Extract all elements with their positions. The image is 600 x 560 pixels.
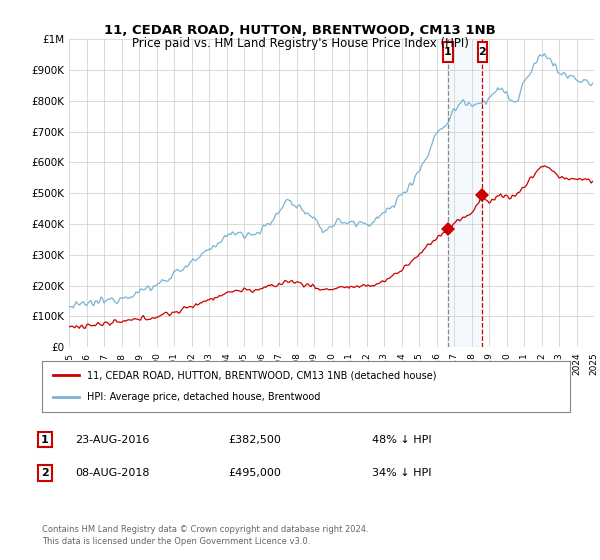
Text: HPI: Average price, detached house, Brentwood: HPI: Average price, detached house, Bren… (87, 393, 320, 403)
Text: 1: 1 (41, 435, 49, 445)
FancyBboxPatch shape (443, 43, 452, 62)
Text: Price paid vs. HM Land Registry's House Price Index (HPI): Price paid vs. HM Land Registry's House … (131, 37, 469, 50)
FancyBboxPatch shape (478, 43, 487, 62)
Text: 23-AUG-2016: 23-AUG-2016 (75, 435, 149, 445)
Text: 2: 2 (478, 47, 486, 57)
Text: £382,500: £382,500 (228, 435, 281, 445)
Text: Contains HM Land Registry data © Crown copyright and database right 2024.
This d: Contains HM Land Registry data © Crown c… (42, 525, 368, 546)
Bar (448, 39, 482, 347)
Text: 34% ↓ HPI: 34% ↓ HPI (372, 468, 431, 478)
Text: 48% ↓ HPI: 48% ↓ HPI (372, 435, 431, 445)
Text: 11, CEDAR ROAD, HUTTON, BRENTWOOD, CM13 1NB (detached house): 11, CEDAR ROAD, HUTTON, BRENTWOOD, CM13 … (87, 370, 436, 380)
Text: 11, CEDAR ROAD, HUTTON, BRENTWOOD, CM13 1NB: 11, CEDAR ROAD, HUTTON, BRENTWOOD, CM13 … (104, 24, 496, 38)
Text: £495,000: £495,000 (228, 468, 281, 478)
Text: 1: 1 (444, 47, 452, 57)
Text: 08-AUG-2018: 08-AUG-2018 (75, 468, 149, 478)
Text: 2: 2 (41, 468, 49, 478)
